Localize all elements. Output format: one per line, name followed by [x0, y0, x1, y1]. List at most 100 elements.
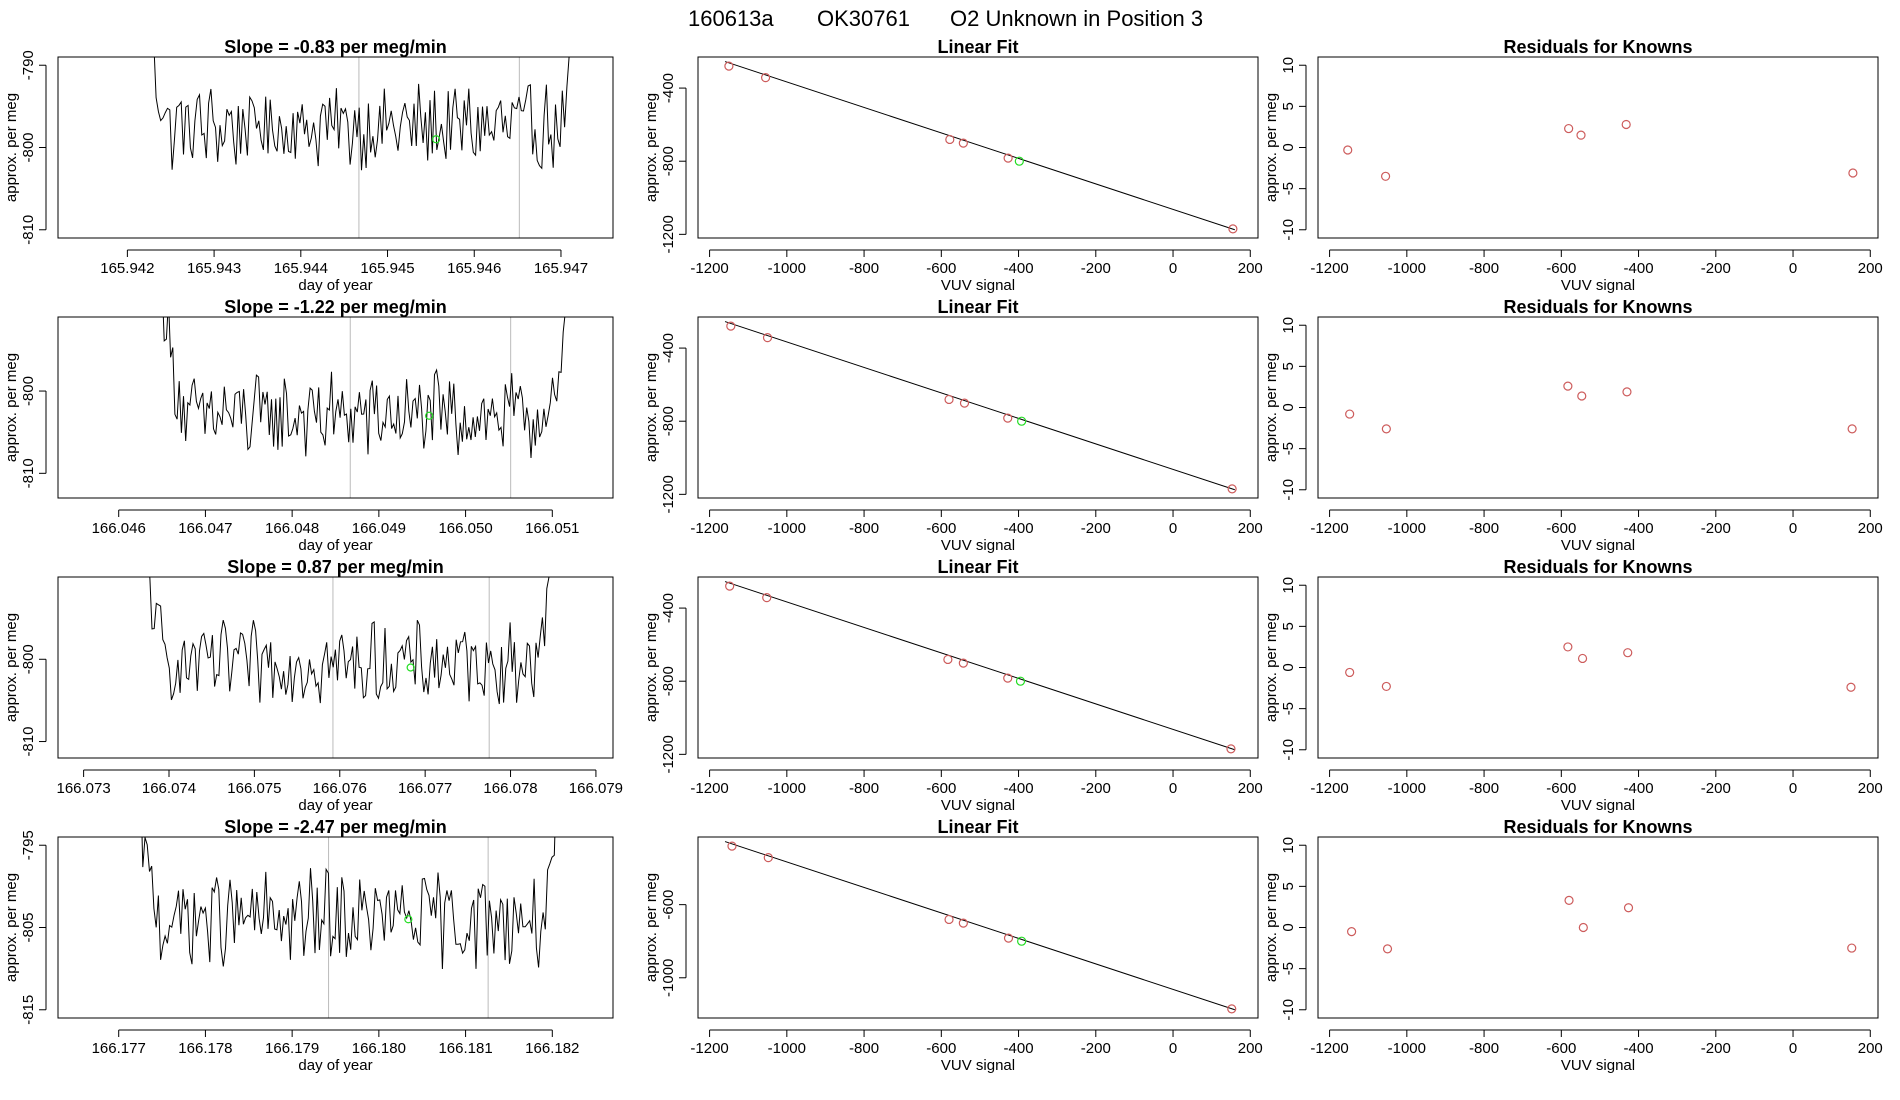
panel-title: Slope = 0.87 per meg/min	[227, 557, 444, 577]
x-tick-label: -1200	[1310, 520, 1348, 537]
y-tick-label: 0	[1280, 143, 1297, 151]
x-tick-label: -200	[1081, 780, 1111, 797]
plot-frame	[697, 56, 1259, 239]
x-tick-label: 166.178	[178, 1040, 232, 1057]
unknown-point	[1017, 416, 1027, 426]
known-point	[1578, 922, 1588, 933]
plot-area	[162, 317, 566, 498]
x-tick-label: 166.077	[398, 780, 452, 797]
x-tick-label: -1000	[1388, 520, 1426, 537]
x-axis-label: VUV signal	[941, 797, 1015, 814]
x-tick-label: 200	[1858, 260, 1883, 277]
x-tick-label: -1000	[768, 1040, 806, 1057]
known-point	[1564, 123, 1574, 134]
x-tick-label: 200	[1858, 1040, 1883, 1057]
plot-area	[1343, 119, 1858, 181]
y-tick-label: -810	[20, 727, 37, 757]
known-point	[1621, 119, 1631, 130]
known-point	[1563, 381, 1573, 391]
x-tick-label: 200	[1238, 780, 1263, 797]
panel-1-2: Linear Fit -1200 -1000 -800 -600 -400 -200 0 200…	[643, 37, 1263, 294]
y-tick-label: -10	[1280, 999, 1297, 1021]
known-point	[1577, 653, 1588, 664]
known-point	[1345, 409, 1355, 419]
y-tick-label: -800	[660, 666, 677, 696]
x-tick-label: 0	[1789, 1040, 1797, 1057]
run-id: 160613a	[688, 6, 774, 31]
x-tick-label: -800	[849, 780, 879, 797]
x-tick-label: 166.049	[352, 520, 406, 537]
x-tick-label: -400	[1624, 520, 1654, 537]
y-axis-label: approx. per meg	[643, 873, 660, 982]
x-tick-label: -400	[1004, 1040, 1034, 1057]
y-tick-label: -10	[1280, 739, 1297, 761]
y-axis-label: approx. per meg	[3, 873, 20, 982]
plot-area	[153, 57, 570, 238]
x-tick-label: 166.075	[227, 780, 281, 797]
plot-frame	[697, 836, 1259, 1019]
unknown-point	[406, 663, 415, 672]
x-tick-label: -600	[1546, 520, 1576, 537]
x-tick-label: -400	[1624, 780, 1654, 797]
x-tick-label: 165.943	[187, 260, 241, 277]
known-point	[1003, 933, 1014, 943]
plot-frame	[57, 316, 614, 499]
known-point	[1847, 943, 1857, 953]
y-axis-label: approx. per meg	[1263, 93, 1280, 202]
x-tick-label: -1200	[690, 260, 728, 277]
known-point	[958, 918, 968, 928]
panel-4-1: Slope = -2.47 per meg/min 166.177 166.178 1…	[3, 817, 614, 1074]
panel-title: Slope = -1.22 per meg/min	[224, 297, 447, 317]
y-tick-label: -805	[20, 912, 37, 942]
y-axis-label: approx. per meg	[1263, 873, 1280, 982]
known-point	[1382, 944, 1393, 954]
x-tick-label: 0	[1169, 260, 1177, 277]
tank-id: OK30761	[817, 6, 910, 31]
x-tick-label: 166.079	[569, 780, 623, 797]
known-point	[726, 321, 736, 331]
position-label: O2 Unknown in Position 3	[950, 6, 1203, 31]
plot-frame	[1317, 56, 1879, 239]
x-tick-label: -600	[1546, 1040, 1576, 1057]
known-point	[1343, 145, 1353, 155]
x-axis-label: VUV signal	[1561, 797, 1635, 814]
y-tick-label: -1000	[660, 959, 677, 997]
plot-area	[724, 841, 1237, 1014]
y-tick-label: -600	[660, 890, 677, 920]
y-tick-label: -5	[1280, 442, 1297, 455]
y-tick-label: -795	[20, 830, 37, 860]
x-tick-label: 166.051	[525, 520, 579, 537]
known-point	[727, 841, 737, 851]
panel-title: Linear Fit	[937, 37, 1018, 57]
known-point	[944, 914, 954, 925]
y-tick-label: -10	[1280, 219, 1297, 241]
x-tick-label: 0	[1789, 260, 1797, 277]
x-tick-label: 166.048	[265, 520, 319, 537]
x-tick-label: -200	[1701, 1040, 1731, 1057]
x-tick-label: -1000	[768, 520, 806, 537]
x-tick-label: -1200	[690, 780, 728, 797]
x-tick-label: -400	[1004, 780, 1034, 797]
plot-area	[724, 581, 1236, 754]
known-point	[1380, 171, 1391, 181]
y-tick-label: 0	[1280, 923, 1297, 931]
y-tick-label: -400	[660, 593, 677, 623]
x-tick-label: -1200	[1310, 1040, 1348, 1057]
x-tick-label: -800	[1469, 520, 1499, 537]
x-tick-label: -1200	[690, 1040, 728, 1057]
known-point	[1003, 673, 1013, 683]
known-point	[1227, 484, 1237, 494]
known-point	[763, 853, 773, 863]
x-tick-label: -600	[926, 260, 956, 277]
known-point	[1381, 681, 1391, 692]
x-tick-label: 165.942	[100, 260, 154, 277]
plot-frame	[697, 316, 1259, 499]
y-axis-label: approx. per meg	[1263, 613, 1280, 722]
y-axis-label: approx. per meg	[1263, 353, 1280, 462]
panel-title: Slope = -0.83 per meg/min	[224, 37, 447, 57]
known-point	[762, 593, 772, 603]
known-point	[958, 658, 968, 668]
y-tick-label: 5	[1280, 882, 1297, 890]
x-tick-label: 165.947	[534, 260, 588, 277]
x-tick-label: -200	[1701, 520, 1731, 537]
